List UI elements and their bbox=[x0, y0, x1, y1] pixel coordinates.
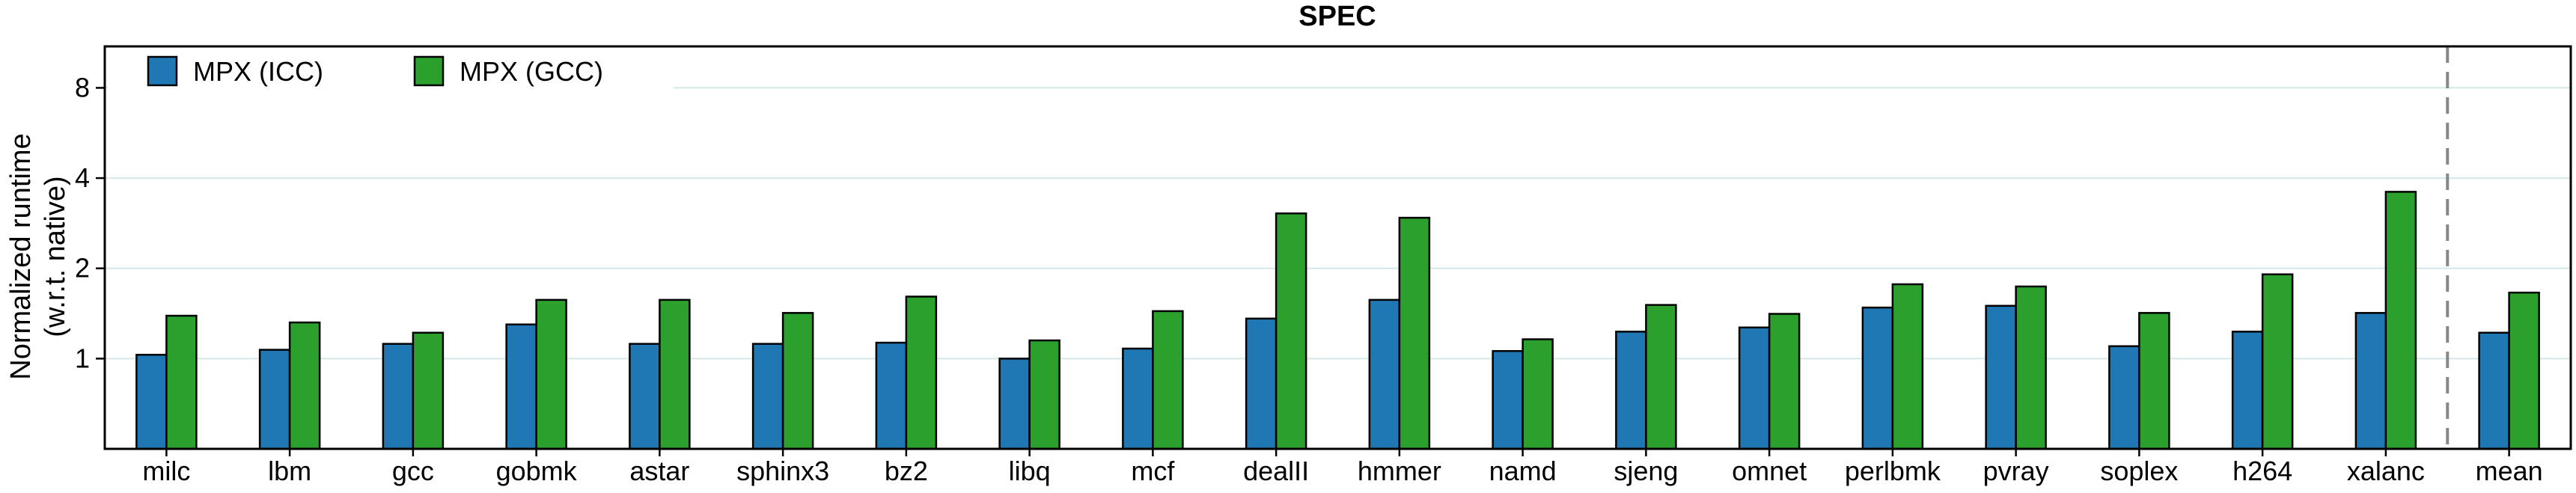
x-tick-label: namd bbox=[1489, 456, 1557, 486]
bar-milc-series-1 bbox=[165, 314, 198, 450]
bar-dealII-series-0 bbox=[1245, 317, 1278, 450]
x-tick-label: mean bbox=[2476, 456, 2543, 486]
gridlines bbox=[105, 87, 2571, 360]
bar-bz2-series-0 bbox=[875, 341, 908, 450]
bar-perlbmk-series-1 bbox=[1891, 283, 1924, 450]
x-tick-label: h264 bbox=[2232, 456, 2292, 486]
bar-sjeng-series-1 bbox=[1645, 304, 1677, 450]
plot-frame bbox=[103, 45, 2572, 450]
x-tick-label: perlbmk bbox=[1845, 456, 1941, 486]
bar-soplex-series-0 bbox=[2108, 345, 2140, 450]
x-tick-label: hmmer bbox=[1358, 456, 1441, 486]
y-axis-label: Normalized runtime bbox=[5, 133, 37, 379]
legend: MPX (ICC) MPX (GCC) bbox=[108, 49, 674, 94]
bar-gcc-series-1 bbox=[412, 331, 445, 450]
bar-mean-series-1 bbox=[2508, 291, 2540, 450]
bar-pvray-series-1 bbox=[2015, 285, 2047, 450]
legend-box bbox=[108, 49, 674, 94]
bar-gobmk-series-1 bbox=[535, 298, 567, 450]
legend-swatch bbox=[147, 55, 178, 87]
bar-hmmer-series-1 bbox=[1398, 216, 1431, 450]
y-tick-label: 2 bbox=[75, 253, 90, 284]
x-tick-label: dealII bbox=[1243, 456, 1309, 486]
bar-perlbmk-series-0 bbox=[1861, 306, 1894, 450]
bar-omnet-series-0 bbox=[1738, 326, 1771, 450]
x-tick-label: sphinx3 bbox=[736, 456, 829, 486]
bar-lbm-series-1 bbox=[288, 321, 321, 450]
x-tick-label: bz2 bbox=[885, 456, 928, 486]
bar-milc-series-0 bbox=[135, 353, 168, 450]
bar-libq-series-0 bbox=[998, 358, 1031, 450]
bar-hmmer-series-0 bbox=[1368, 298, 1401, 450]
bar-namd-series-0 bbox=[1492, 349, 1524, 450]
legend-label: MPX (GCC) bbox=[460, 56, 603, 87]
bar-lbm-series-0 bbox=[258, 349, 291, 450]
bar-astar-series-1 bbox=[659, 298, 691, 450]
bar-mean-series-0 bbox=[2478, 331, 2510, 450]
bar-mcf-series-0 bbox=[1122, 347, 1154, 450]
x-tick-label: omnet bbox=[1732, 456, 1807, 486]
y-axis-label-sub: (w.r.t. native) bbox=[40, 176, 71, 337]
bar-astar-series-0 bbox=[629, 343, 661, 450]
bar-gobmk-series-0 bbox=[505, 323, 537, 450]
legend-swatch bbox=[413, 55, 445, 87]
bar-mcf-series-1 bbox=[1152, 310, 1184, 450]
y-tick-label: 1 bbox=[75, 343, 90, 373]
axes: 1 2 4 8 milc lbm gcc gobmk astar sphinx3 bz2 libq mc… bbox=[75, 45, 2572, 486]
bar-omnet-series-1 bbox=[1768, 313, 1801, 450]
bar-gcc-series-0 bbox=[382, 343, 415, 450]
bar-dealII-series-1 bbox=[1275, 212, 1307, 450]
x-tick-label: gcc bbox=[392, 456, 434, 486]
x-tick-label: xalanc bbox=[2347, 456, 2425, 486]
bar-h264-series-0 bbox=[2231, 331, 2264, 450]
bar-pvray-series-0 bbox=[1985, 304, 2017, 450]
bar-namd-series-1 bbox=[1522, 338, 1554, 450]
x-tick-label: mcf bbox=[1131, 456, 1175, 486]
chart-title: SPEC bbox=[1298, 1, 1376, 32]
bar-xalanc-series-0 bbox=[2354, 312, 2387, 450]
bar-h264-series-1 bbox=[2261, 273, 2294, 450]
x-tick-label: lbm bbox=[268, 456, 311, 486]
bar-libq-series-1 bbox=[1028, 339, 1060, 450]
x-tick-label: soplex bbox=[2100, 456, 2178, 486]
bars bbox=[135, 191, 2540, 450]
x-tick-label: sjeng bbox=[1614, 456, 1678, 486]
bar-xalanc-series-1 bbox=[2384, 191, 2417, 450]
y-tick-label: 4 bbox=[75, 162, 90, 193]
x-tick-label: astar bbox=[629, 456, 689, 486]
legend-label: MPX (ICC) bbox=[193, 56, 323, 87]
x-tick-label: gobmk bbox=[496, 456, 578, 486]
y-tick-label: 8 bbox=[75, 72, 90, 102]
bar-soplex-series-1 bbox=[2138, 312, 2170, 450]
x-tick-label: libq bbox=[1009, 456, 1051, 486]
bar-sphinx3-series-0 bbox=[751, 343, 784, 450]
bar-sphinx3-series-1 bbox=[781, 312, 814, 450]
bar-sjeng-series-0 bbox=[1615, 331, 1647, 450]
x-tick-label: milc bbox=[142, 456, 190, 486]
bar-bz2-series-1 bbox=[905, 296, 938, 450]
x-tick-label: pvray bbox=[1983, 456, 2049, 486]
